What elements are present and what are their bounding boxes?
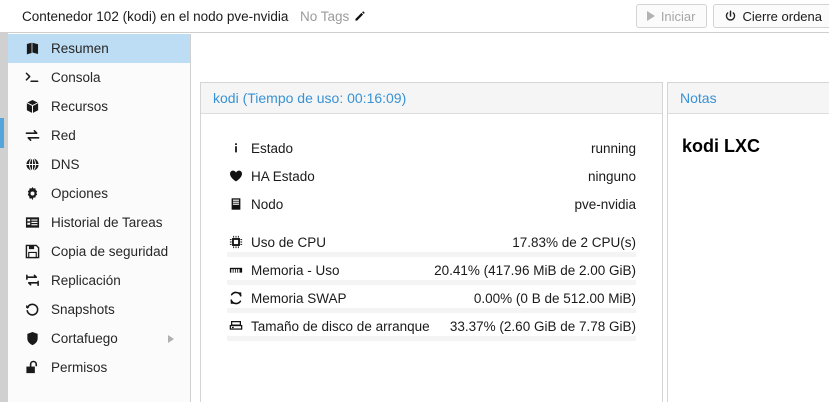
status-row-list: Estado running HA Estado ninguno bbox=[201, 114, 662, 341]
sidebar-item-historial-de-tareas[interactable]: Historial de Tareas bbox=[8, 208, 190, 237]
gear-icon bbox=[24, 186, 40, 202]
sidebar-item-consola[interactable]: Consola bbox=[8, 63, 190, 92]
metric-row-value: 33.37% (2.60 GiB de 7.78 GiB) bbox=[449, 318, 636, 334]
top-toolbar: Contenedor 102 (kodi) en el nodo pve-nvi… bbox=[0, 0, 829, 33]
summary-panel: kodi (Tiempo de uso: 00:16:09) Estado ru… bbox=[200, 82, 663, 402]
scrollbar-thumb[interactable] bbox=[0, 118, 4, 148]
sidebar-item-label: Copia de seguridad bbox=[51, 244, 169, 259]
summary-panel-body: Estado running HA Estado ninguno bbox=[201, 114, 662, 341]
metric-row-value: 20.41% (417.96 MiB de 2.00 GiB) bbox=[434, 262, 636, 278]
swap-progress-bar bbox=[227, 308, 636, 313]
sidebar-item-recursos[interactable]: Recursos bbox=[8, 92, 190, 121]
cube-icon bbox=[24, 99, 40, 115]
book-icon bbox=[24, 41, 40, 57]
server-icon bbox=[227, 197, 244, 211]
sidebar-item-red[interactable]: Red bbox=[8, 121, 190, 150]
metric-row-label: Tamaño de disco de arranque bbox=[251, 318, 430, 334]
tags-area[interactable]: No Tags bbox=[300, 9, 366, 24]
sidebar-item-label: Recursos bbox=[51, 99, 109, 114]
metric-row-label: Memoria - Uso bbox=[251, 262, 340, 278]
disk-progress-bar bbox=[227, 336, 636, 341]
status-row-value: pve-nvidia bbox=[574, 196, 636, 212]
pencil-icon[interactable] bbox=[353, 10, 366, 23]
status-row-ha-estado: HA Estado ninguno bbox=[227, 162, 636, 190]
notes-panel-header: Notas bbox=[668, 83, 829, 114]
status-row-value: running bbox=[590, 140, 636, 156]
row-spacer bbox=[227, 218, 636, 228]
sidebar-item-replicacion[interactable]: Replicación bbox=[8, 266, 190, 295]
tags-label: No Tags bbox=[300, 9, 350, 24]
shutdown-button[interactable]: Cierre ordena bbox=[712, 4, 829, 28]
power-icon bbox=[724, 9, 737, 23]
status-row-estado: Estado running bbox=[227, 134, 636, 162]
memory-icon bbox=[227, 263, 244, 277]
sidebar-item-label: Permisos bbox=[51, 360, 108, 375]
sidebar-item-label: Cortafuego bbox=[51, 331, 118, 346]
summary-panel-header: kodi (Tiempo de uso: 00:16:09) bbox=[201, 83, 662, 114]
start-button-label: Iniciar bbox=[660, 8, 696, 24]
sidebar-item-copia-de-seguridad[interactable]: Copia de seguridad bbox=[8, 237, 190, 266]
metric-row-swap: Memoria SWAP 0.00% (0 B de 512.00 MiB) bbox=[227, 284, 636, 313]
metric-row-value: 0.00% (0 B de 512.00 MiB) bbox=[473, 290, 636, 306]
metric-row-label: Uso de CPU bbox=[251, 234, 327, 250]
floppy-icon bbox=[24, 244, 40, 260]
heart-icon bbox=[227, 169, 244, 183]
sidebar-item-dns[interactable]: DNS bbox=[8, 150, 190, 179]
disk-icon bbox=[227, 319, 244, 333]
metric-row-cpu: Uso de CPU 17.83% de 2 CPU(s) bbox=[227, 228, 636, 257]
sidebar-item-label: Opciones bbox=[51, 186, 109, 201]
notes-panel: Notas kodi LXC bbox=[667, 82, 829, 402]
metric-row-memoria: Memoria - Uso 20.41% (417.96 MiB de 2.00… bbox=[227, 256, 636, 285]
shield-icon bbox=[24, 331, 40, 347]
status-row-nodo: Nodo pve-nvidia bbox=[227, 190, 636, 218]
shutdown-button-label: Cierre ordena bbox=[742, 8, 823, 24]
replication-icon bbox=[24, 273, 40, 289]
info-icon bbox=[227, 141, 244, 155]
history-icon bbox=[24, 302, 40, 318]
sidebar-item-label: Consola bbox=[51, 70, 101, 85]
status-row-label: HA Estado bbox=[251, 168, 315, 184]
sidebar-item-label: Replicación bbox=[51, 273, 121, 288]
sidebar-item-resumen[interactable]: Resumen bbox=[8, 34, 190, 63]
chevron-right-icon bbox=[168, 334, 174, 343]
terminal-icon bbox=[24, 70, 40, 86]
exchange-icon bbox=[24, 128, 40, 144]
status-row-label: Estado bbox=[251, 140, 294, 156]
list-icon bbox=[24, 215, 40, 231]
unlock-icon bbox=[24, 360, 40, 376]
page-scrollbar[interactable] bbox=[0, 33, 8, 402]
metric-row-value: 17.83% de 2 CPU(s) bbox=[512, 234, 636, 250]
memory-progress-bar bbox=[227, 280, 636, 285]
sidebar-item-label: Historial de Tareas bbox=[51, 215, 163, 230]
start-button[interactable]: Iniciar bbox=[635, 4, 707, 28]
sidebar-item-label: Snapshots bbox=[51, 302, 115, 317]
play-icon bbox=[646, 11, 655, 21]
sidebar-item-label: Red bbox=[51, 128, 76, 143]
status-row-label: Nodo bbox=[251, 196, 284, 212]
notes-content[interactable]: kodi LXC bbox=[682, 136, 761, 156]
sidebar-item-opciones[interactable]: Opciones bbox=[8, 179, 190, 208]
sidebar-item-permisos[interactable]: Permisos bbox=[8, 353, 190, 382]
cpu-icon bbox=[227, 235, 244, 249]
status-row-value: ninguno bbox=[587, 168, 636, 184]
sidebar-item-snapshots[interactable]: Snapshots bbox=[8, 295, 190, 324]
cpu-progress-bar bbox=[227, 252, 636, 257]
page-title: Contenedor 102 (kodi) en el nodo pve-nvi… bbox=[22, 9, 289, 24]
sidebar-item-cortafuego[interactable]: Cortafuego bbox=[8, 324, 190, 353]
globe-icon bbox=[24, 157, 40, 173]
toolbar-actions: Iniciar Cierre ordena bbox=[635, 4, 829, 28]
sidebar-nav: Resumen Consola Recursos Red DNS bbox=[8, 34, 191, 402]
sidebar-item-label: Resumen bbox=[51, 41, 109, 56]
main-content: kodi (Tiempo de uso: 00:16:09) Estado ru… bbox=[192, 34, 829, 402]
sidebar-item-label: DNS bbox=[51, 157, 80, 172]
metric-row-label: Memoria SWAP bbox=[251, 290, 347, 306]
metric-row-disco: Tamaño de disco de arranque 33.37% (2.60… bbox=[227, 312, 636, 341]
swap-icon bbox=[227, 291, 244, 305]
